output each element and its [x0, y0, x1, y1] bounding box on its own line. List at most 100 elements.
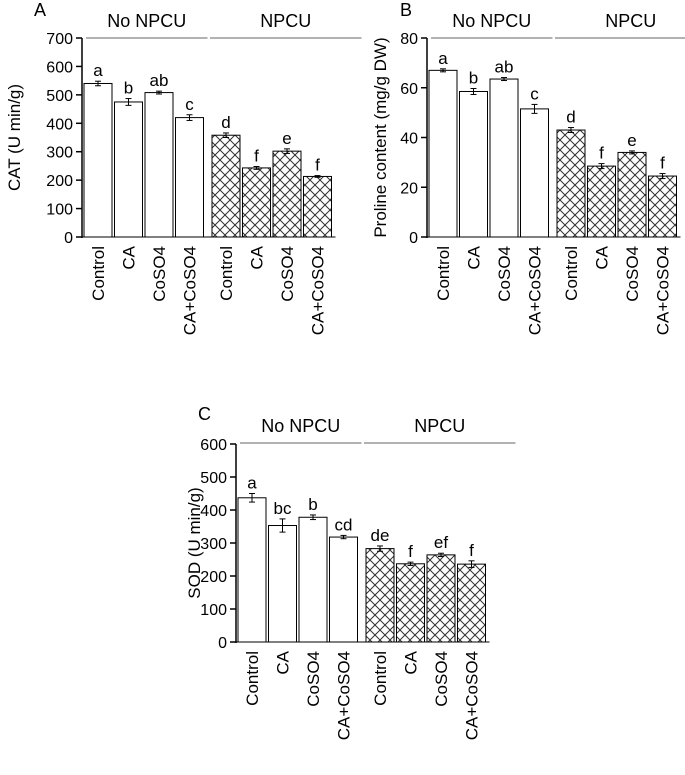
category-label: CA+CoSO4 [654, 246, 673, 335]
bar [298, 516, 328, 643]
significance-letter: ef [434, 533, 448, 552]
y-tick-label: 0 [409, 230, 418, 247]
category-label: CA+CoSO4 [463, 651, 482, 740]
y-tick-label: 0 [64, 230, 73, 247]
category-label: CA+CoSO4 [335, 651, 354, 740]
y-tick-label: 200 [200, 569, 227, 586]
panel-a-letter: A [34, 0, 46, 20]
y-tick-label: 100 [46, 202, 73, 219]
y-axis-label: SOD (U min/g) [185, 487, 204, 598]
significance-letter: de [371, 526, 390, 545]
significance-letter: f [315, 156, 320, 175]
category-label: CA [402, 650, 421, 674]
group-label: NPCU [260, 11, 311, 31]
category-label: Control [243, 651, 262, 706]
y-tick-label: 0 [218, 635, 227, 652]
bar [489, 78, 519, 238]
bar [272, 150, 302, 238]
category-label: CoSO4 [623, 246, 642, 302]
category-label: CA+CoSO4 [181, 246, 200, 335]
significance-letter: d [566, 108, 575, 127]
significance-letter: b [469, 68, 478, 87]
category-label: CoSO4 [495, 246, 514, 302]
bar [556, 129, 586, 238]
category-label: Control [89, 246, 108, 301]
significance-letter: d [221, 113, 230, 132]
bar [365, 548, 395, 643]
bar [242, 167, 271, 238]
group-label: NPCU [414, 416, 465, 436]
category-label: Control [217, 246, 236, 301]
y-tick-label: 700 [46, 31, 73, 48]
y-tick-label: 300 [200, 536, 227, 553]
bar [648, 175, 677, 238]
category-label: CA [120, 245, 139, 269]
bar [303, 175, 332, 238]
y-tick-label: 200 [46, 173, 73, 190]
significance-letter: f [469, 541, 474, 560]
category-label: CA+CoSO4 [309, 246, 328, 335]
bar [144, 92, 174, 238]
bar [268, 525, 297, 643]
significance-letter: b [308, 495, 317, 514]
y-axis-label: CAT (U min/g) [5, 84, 24, 191]
y-tick-label: 600 [200, 437, 227, 454]
bar [459, 90, 488, 238]
significance-letter: f [660, 154, 665, 173]
category-label: CoSO4 [304, 651, 323, 707]
group-label: No NPCU [261, 416, 340, 436]
bar [237, 497, 267, 643]
y-tick-label: 60 [400, 81, 418, 98]
category-label: Control [434, 246, 453, 301]
category-label: Control [371, 651, 390, 706]
panel-b-letter: B [400, 0, 412, 20]
y-tick-label: 100 [200, 602, 227, 619]
panel-c-letter: C [198, 404, 211, 424]
bar [114, 101, 143, 238]
category-label: CA+CoSO4 [526, 246, 545, 335]
bar [617, 151, 647, 238]
category-label: CA [593, 245, 612, 269]
significance-letter: e [282, 129, 291, 148]
significance-letter: a [438, 49, 448, 68]
category-label: CoSO4 [278, 246, 297, 302]
significance-letter: ab [495, 58, 514, 77]
group-label: No NPCU [107, 11, 186, 31]
significance-letter: f [599, 144, 604, 163]
y-tick-label: 80 [400, 31, 418, 48]
bar [83, 82, 113, 238]
category-label: CA [274, 650, 293, 674]
significance-letter: ab [150, 71, 169, 90]
bar [396, 563, 425, 643]
y-tick-label: 40 [400, 131, 418, 148]
bar [426, 554, 456, 643]
y-tick-label: 600 [46, 59, 73, 76]
bar [520, 108, 549, 238]
y-tick-label: 400 [46, 116, 73, 133]
significance-letter: a [247, 474, 257, 493]
significance-letter: b [124, 79, 133, 98]
category-label: CoSO4 [432, 651, 451, 707]
y-tick-label: 300 [46, 145, 73, 162]
significance-letter: bc [274, 499, 292, 518]
category-label: CA [465, 245, 484, 269]
y-axis-label: Proline content (mg/g DW) [371, 37, 390, 237]
y-tick-label: 20 [400, 180, 418, 197]
significance-letter: c [185, 95, 194, 114]
panel-b-proline-chart: B 0 20 40 60 80 Proline content (mg/g DW) a Con… [371, 0, 685, 335]
bar [329, 536, 358, 643]
bar [428, 69, 458, 238]
group-label: No NPCU [452, 11, 531, 31]
panel-c-sod-chart: C 0 100 200 300 400 500 600 SOD (U min/g) a Contr… [185, 404, 516, 740]
panel-a-cat-chart: A 0 100 200 300 400 500 600 700 CAT (U min/g) a Co… [5, 0, 362, 335]
significance-letter: a [93, 61, 103, 80]
group-label: NPCU [605, 11, 656, 31]
significance-letter: f [254, 146, 259, 165]
significance-letter: c [530, 84, 539, 103]
bar [587, 165, 616, 238]
y-tick-label: 400 [200, 503, 227, 520]
category-label: CoSO4 [150, 246, 169, 302]
category-label: CA [248, 245, 267, 269]
y-tick-label: 500 [200, 470, 227, 487]
